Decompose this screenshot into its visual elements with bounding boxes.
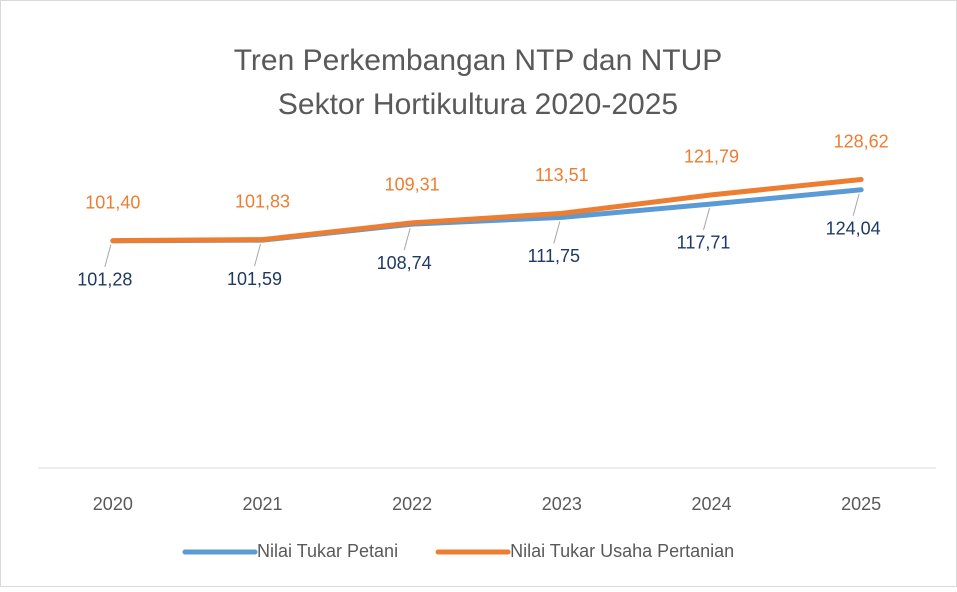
leader-line xyxy=(403,227,411,251)
chart-subtitle: Sektor Hortikultura 2020-2025 xyxy=(278,88,678,121)
data-label: 124,04 xyxy=(826,219,881,239)
data-label: 101,28 xyxy=(77,270,132,290)
data-label: 128,62 xyxy=(834,131,889,151)
x-tick-label: 2024 xyxy=(691,494,731,514)
data-label: 101,83 xyxy=(235,191,290,211)
x-tick-label: 2022 xyxy=(392,494,432,514)
data-label: 111,75 xyxy=(528,246,580,266)
data-label: 108,74 xyxy=(377,253,432,273)
data-label: 117,71 xyxy=(677,233,731,253)
legend-label: Nilai Tukar Usaha Pertanian xyxy=(510,541,734,561)
chart-title: Tren Perkembangan NTP dan NTUP xyxy=(234,44,723,77)
series-line xyxy=(110,177,864,244)
legend-label: Nilai Tukar Petani xyxy=(257,541,398,561)
data-label: 109,31 xyxy=(385,175,440,195)
leader-line xyxy=(553,221,561,244)
leader-line xyxy=(703,207,710,231)
leader-line xyxy=(254,244,261,267)
x-tick-label: 2021 xyxy=(242,494,282,514)
leader-line xyxy=(104,244,112,267)
x-tick-label: 2020 xyxy=(93,494,133,514)
data-label: 121,79 xyxy=(684,147,739,167)
data-label: 101,40 xyxy=(85,192,140,212)
data-label: 101,59 xyxy=(227,269,282,289)
x-tick-label: 2023 xyxy=(542,494,582,514)
x-tick-label: 2025 xyxy=(841,494,881,514)
leader-line xyxy=(852,193,860,216)
data-label: 113,51 xyxy=(535,165,589,185)
